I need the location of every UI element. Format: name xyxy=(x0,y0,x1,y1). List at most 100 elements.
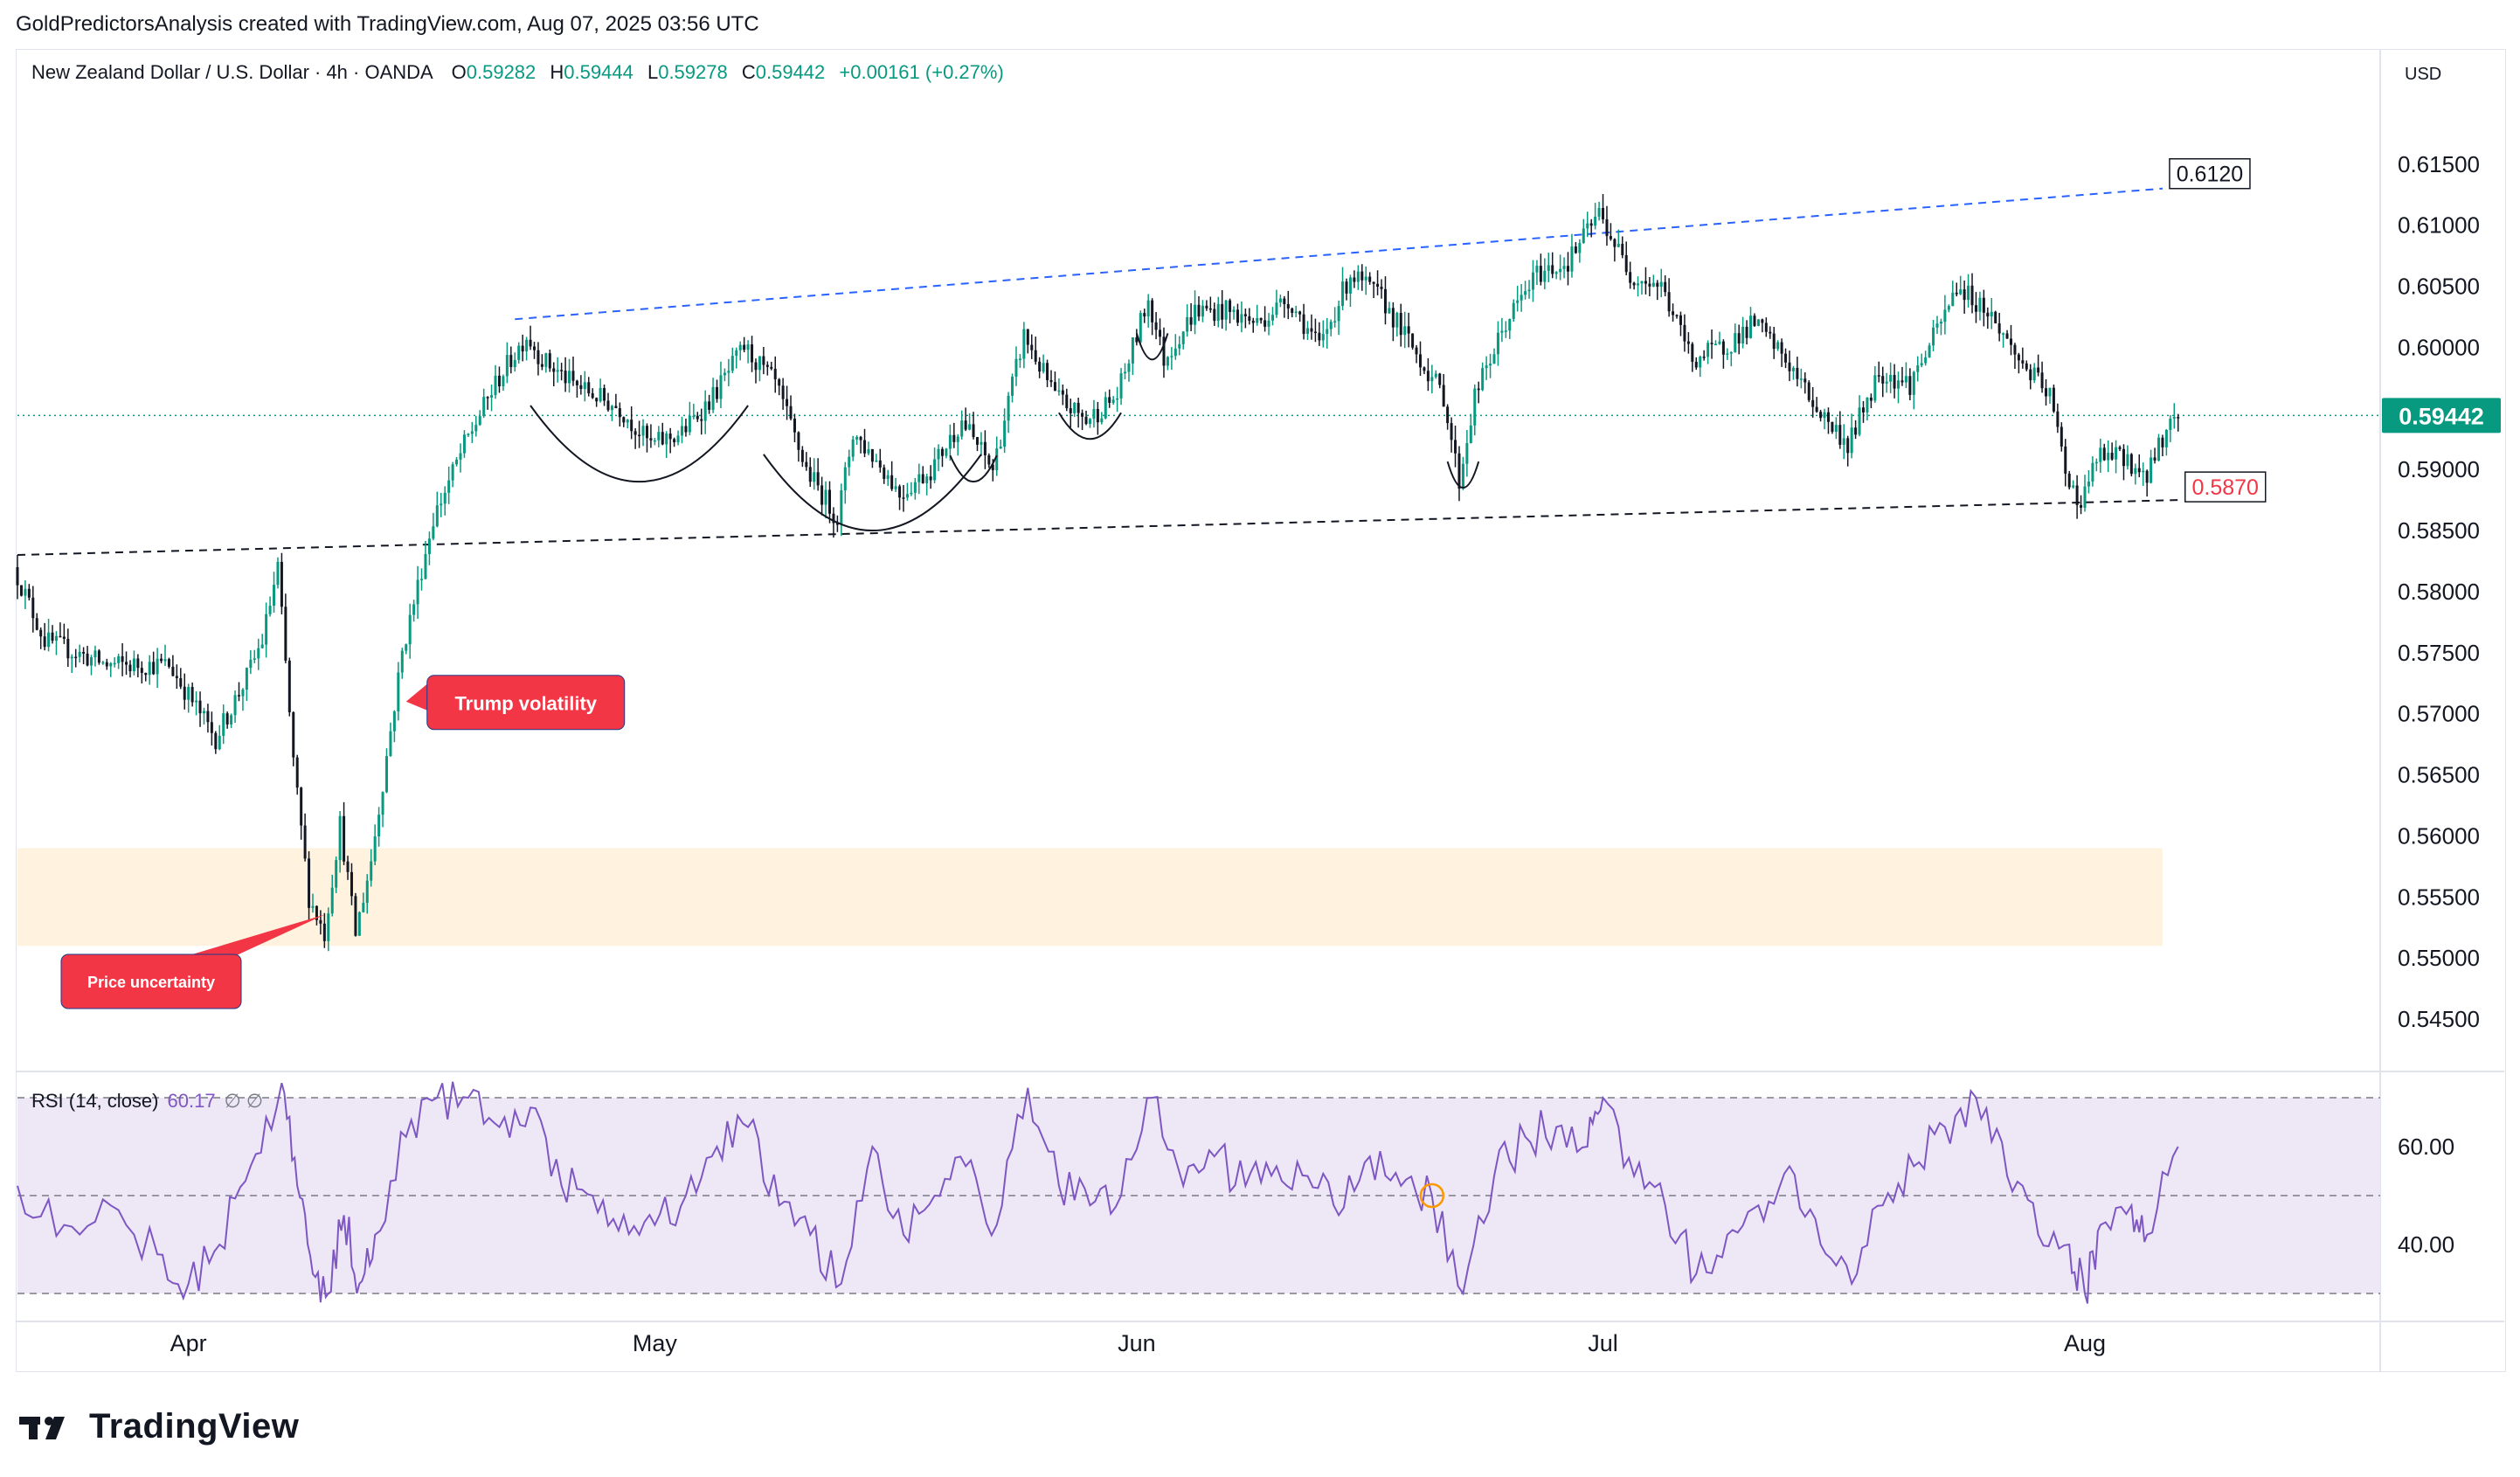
candle-down xyxy=(140,668,143,673)
rsi-legend: RSI (14, close) 60.17 ∅ ∅ xyxy=(31,1090,263,1113)
candle-up xyxy=(156,658,159,675)
symbol-label[interactable]: New Zealand Dollar / U.S. Dollar · 4h · … xyxy=(31,61,433,83)
rounded-bottom-arc[interactable] xyxy=(763,454,982,532)
rounded-bottom-arc[interactable] xyxy=(1446,461,1480,489)
tradingview-logo[interactable]: TradingView xyxy=(19,1407,299,1446)
candle-down xyxy=(1982,297,1985,313)
candle-down xyxy=(35,618,38,630)
candle-down xyxy=(793,419,796,433)
candle-down xyxy=(1391,308,1395,328)
candle-up xyxy=(1111,399,1115,403)
candle-down xyxy=(1399,313,1402,336)
candle-up xyxy=(443,492,447,504)
candle-up xyxy=(1776,342,1780,350)
candle-down xyxy=(214,732,218,750)
candle-up xyxy=(1473,388,1477,426)
candle-up xyxy=(1617,243,1620,247)
candle-down xyxy=(1803,378,1807,383)
high-value: 0.59444 xyxy=(564,61,633,83)
price-tick-label: 0.55500 xyxy=(2398,884,2480,910)
candle-up xyxy=(202,711,205,714)
candle-up xyxy=(746,344,750,350)
price-tick-label: 0.61500 xyxy=(2398,151,2480,177)
candle-up xyxy=(735,350,738,357)
candle-down xyxy=(2177,417,2180,419)
candle-up xyxy=(338,815,342,861)
candle-up xyxy=(482,397,486,417)
candle-down xyxy=(800,449,804,462)
callout-text: Price uncertainty xyxy=(87,974,215,991)
trendline-lower[interactable] xyxy=(17,499,2178,557)
price-tick-label: 0.61000 xyxy=(2398,212,2480,239)
candle-down xyxy=(1426,371,1430,382)
candle-down xyxy=(684,426,688,433)
candle-down xyxy=(1313,331,1317,334)
candle-down xyxy=(902,497,905,499)
date-tick-label: Aug xyxy=(2064,1330,2106,1356)
rounded-bottom-arc[interactable] xyxy=(949,454,998,482)
candle-up xyxy=(397,672,400,711)
candle-up xyxy=(357,912,361,936)
candle-up xyxy=(855,436,859,440)
candle-up xyxy=(956,436,959,442)
candle-down xyxy=(645,426,648,439)
candle-up xyxy=(389,731,392,757)
candle-up xyxy=(1990,311,1993,317)
candle-down xyxy=(1624,254,1628,273)
candle-down xyxy=(1672,311,1675,316)
candle-up xyxy=(1928,345,1931,357)
candle-up xyxy=(1947,306,1950,310)
candle-up xyxy=(2094,461,2098,464)
candle-up xyxy=(1559,268,1562,273)
candle-down xyxy=(2056,411,2060,427)
candle-up xyxy=(1823,412,1826,419)
rsi-title[interactable]: RSI (14, close) xyxy=(31,1090,159,1112)
candle-up xyxy=(848,456,851,468)
candle-up xyxy=(917,474,921,482)
candle-up xyxy=(2087,482,2090,487)
candle-down xyxy=(1567,266,1569,272)
candle-up xyxy=(1508,318,1512,331)
candle-down xyxy=(1251,320,1255,323)
candle-up xyxy=(416,579,419,605)
currency-label[interactable]: USD xyxy=(2405,65,2442,84)
candle-down xyxy=(1162,336,1166,366)
candle-down xyxy=(1263,320,1267,327)
candle-up xyxy=(241,690,245,697)
candle-down xyxy=(591,393,594,399)
callout-trump-volatility[interactable] xyxy=(426,675,626,731)
rounded-bottom-arc[interactable] xyxy=(530,405,749,483)
candle-down xyxy=(1205,305,1208,309)
candle-up xyxy=(665,433,668,445)
candle-down xyxy=(280,561,283,607)
candle-down xyxy=(1955,292,1958,295)
candle-down xyxy=(1764,322,1768,332)
candle-down xyxy=(1135,337,1139,343)
candle-up xyxy=(109,662,113,667)
candle-up xyxy=(1943,309,1947,322)
trendline-upper[interactable] xyxy=(515,187,2163,321)
candle-up xyxy=(1967,285,1970,301)
candle-up xyxy=(1640,281,1644,284)
candle-down xyxy=(1248,316,1251,321)
candle-down xyxy=(97,650,100,663)
candle-down xyxy=(31,597,35,619)
candle-up xyxy=(2107,453,2110,461)
chart-canvas[interactable]: 0.61500 0.61000 0.60500 0.60000 0.59000 0.585… xyxy=(0,0,2520,1398)
candle-down xyxy=(964,420,967,430)
candle-up xyxy=(474,425,478,432)
candle-up xyxy=(117,655,121,663)
candle-up xyxy=(1524,291,1527,295)
candle-up xyxy=(1516,300,1520,303)
candle-down xyxy=(1838,425,1842,445)
candle-down xyxy=(1621,243,1624,255)
rounded-bottom-arc[interactable] xyxy=(1058,412,1122,440)
candle-down xyxy=(1679,315,1682,325)
rounded-bottom-arc[interactable] xyxy=(1135,333,1169,361)
candle-down xyxy=(136,658,140,669)
candle-up xyxy=(1791,367,1795,371)
candle-up xyxy=(385,756,388,793)
callout-price-uncertainty[interactable] xyxy=(60,953,242,1009)
rsi-line[interactable] xyxy=(17,1081,2179,1304)
candle-down xyxy=(1368,276,1372,282)
